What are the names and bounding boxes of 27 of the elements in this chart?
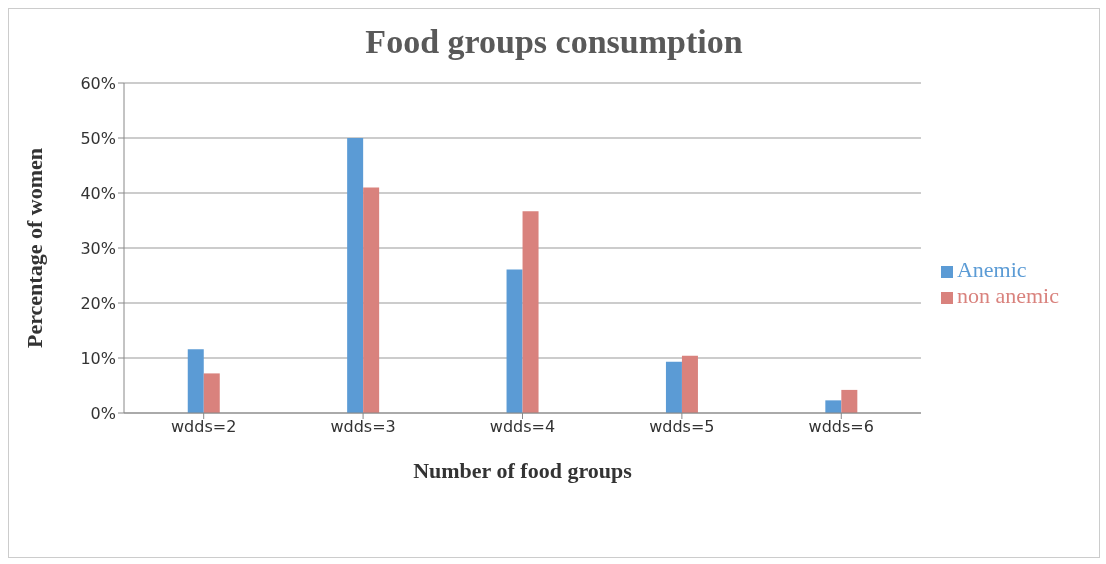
bar: [203, 373, 220, 413]
bar: [825, 400, 842, 413]
bar: [665, 361, 682, 413]
x-tick-label: wdds=5: [649, 417, 715, 437]
bar: [363, 187, 380, 413]
y-tick-label: 20%: [80, 293, 116, 313]
y-tick-label: 30%: [80, 238, 116, 258]
y-tick-label: 40%: [80, 183, 116, 203]
y-tick-label: 10%: [80, 348, 116, 368]
bar: [841, 389, 858, 413]
chart-title: Food groups consumption: [364, 23, 744, 62]
y-tick-label: 60%: [80, 73, 116, 93]
y-tick-label: 50%: [80, 128, 116, 148]
x-axis-title: Number of food groups: [413, 458, 633, 483]
bar: [522, 211, 539, 413]
legend-label: non anemic: [956, 283, 1059, 308]
bar: [347, 138, 364, 413]
legend-label: Anemic: [956, 257, 1027, 282]
x-tick-label: wdds=3: [330, 417, 396, 437]
x-tick-label: wdds=2: [171, 417, 237, 437]
bar: [681, 355, 698, 413]
x-tick-label: wdds=4: [489, 417, 556, 437]
y-tick-label: 0%: [90, 403, 116, 423]
bar: [187, 349, 204, 413]
bar: [506, 269, 523, 413]
y-axis-title: Percentage of women: [21, 148, 47, 348]
x-tick-label: wdds=6: [808, 417, 874, 437]
